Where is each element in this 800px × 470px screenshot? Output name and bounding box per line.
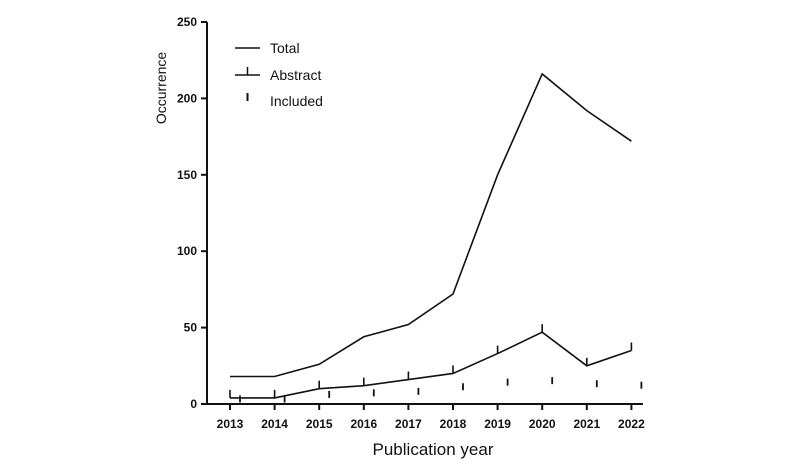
- x-tick-label: 2018: [440, 417, 467, 431]
- x-tick-label: 2016: [350, 417, 377, 431]
- series-line-abstract: [230, 331, 632, 399]
- legend: Total Abstract Included: [235, 40, 323, 109]
- x-tick-label: 2013: [217, 417, 244, 431]
- legend-label-total: Total: [270, 40, 300, 56]
- x-tick-label: 2021: [573, 417, 600, 431]
- y-tick-label: 100: [177, 244, 197, 258]
- x-axis-ticks: 2013 2014 2015 2016 2017 2018 2019 2020 2021 2022: [217, 404, 645, 431]
- y-axis-ticks: 0 50 100 150 200 250: [177, 15, 207, 411]
- y-axis-title: Occurrence: [153, 52, 169, 125]
- legend-label-abstract: Abstract: [270, 67, 321, 83]
- x-axis-title: Publication year: [373, 440, 494, 459]
- x-tick-label: 2022: [618, 417, 645, 431]
- y-tick-label: 0: [190, 397, 197, 411]
- y-tick-label: 200: [177, 91, 197, 105]
- y-tick-label: 50: [184, 321, 198, 335]
- x-tick-label: 2020: [529, 417, 556, 431]
- x-tick-label: 2019: [484, 417, 511, 431]
- legend-label-included: Included: [270, 93, 323, 109]
- y-tick-label: 250: [177, 15, 197, 29]
- x-tick-label: 2017: [395, 417, 422, 431]
- series-layer: [229, 72, 643, 403]
- x-tick-label: 2015: [306, 417, 333, 431]
- x-tick-label: 2014: [261, 417, 288, 431]
- y-tick-label: 150: [177, 168, 197, 182]
- series-line-total: [230, 72, 632, 378]
